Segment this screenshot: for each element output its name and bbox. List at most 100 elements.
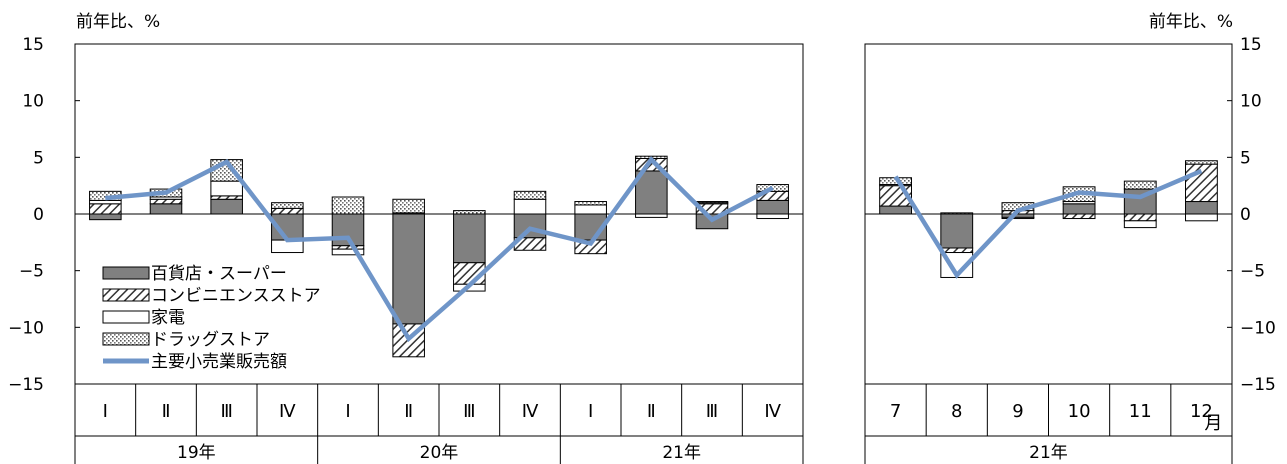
right-x-axis: 7 8 9 10 11 12月 21年: [864, 384, 1233, 464]
monthly-panel: 前年比、% 15 10 5 0 −5 −10 −15 7 8 9 10 11 12月 21年: [864, 12, 1276, 464]
legend-label-electronics: 家電: [151, 308, 185, 328]
left-category-label-6: Ⅲ: [463, 401, 475, 422]
right-category-label-2: 9: [1012, 401, 1023, 422]
right-bar-hatch-1: [940, 247, 974, 254]
left-bar-dots-4: [331, 196, 365, 215]
left-category-label-0: Ⅰ: [103, 401, 108, 422]
left-total-line: [105, 156, 774, 343]
left-ytick-label-2: 5: [33, 148, 44, 168]
left-bar-white-7: [513, 198, 547, 215]
right-ytick-label-4: −5: [1240, 262, 1265, 282]
left-group-label-2: 21年: [662, 443, 701, 463]
left-category-label-8: Ⅰ: [588, 401, 593, 422]
left-bar-dots-3: [271, 202, 304, 209]
right-bar-gray-1: [940, 213, 974, 249]
left-bar-gray-5: [392, 213, 425, 325]
left-bar-gray-1: [149, 203, 183, 215]
left-category-label-2: Ⅲ: [220, 401, 232, 422]
quarterly-panel: 前年比、% 15 10 5 0 −5 −10 −15 Ⅰ Ⅱ Ⅲ Ⅳ Ⅰ Ⅱ Ⅲ Ⅳ Ⅰ Ⅱ Ⅲ Ⅳ 19年 20年 2…: [8, 12, 804, 464]
left-group-label-1: 20年: [420, 443, 459, 463]
legend: 百貨店・スーパー コンビニエンスストア 家電 ドラッグストア 主要小売業販売額: [102, 264, 321, 372]
left-bar-gray-6: [453, 213, 486, 264]
right-bar-hatch-5: [1185, 163, 1218, 203]
right-bar-hatch-3: [1062, 213, 1096, 220]
right-ytick-label-3: 0: [1240, 205, 1251, 225]
left-bar-dots-10: [695, 201, 729, 204]
legend-label-convenience: コンビニエンスストア: [151, 286, 321, 306]
left-bar-dots-7: [513, 190, 547, 200]
right-bars: [879, 160, 1218, 278]
left-ytick-label-6: −15: [8, 375, 44, 395]
left-category-label-7: Ⅳ: [522, 401, 539, 422]
legend-swatch-dept-super: [102, 266, 150, 280]
left-category-label-9: Ⅱ: [647, 401, 656, 422]
right-bar-white-2: [1001, 216, 1035, 220]
left-category-label-5: Ⅱ: [404, 401, 413, 422]
left-bar-gray-2: [210, 198, 243, 215]
right-category-label-3: 10: [1068, 401, 1091, 422]
right-category-label-0: 7: [890, 401, 901, 422]
left-bar-white-9: [635, 213, 668, 218]
left-ytick-label-0: 15: [22, 35, 44, 55]
right-category-label-4: 11: [1129, 401, 1152, 422]
legend-label-drugstore: ドラッグストア: [151, 330, 270, 350]
right-ylabel: 前年比、%: [1149, 12, 1233, 32]
left-bar-white-11: [756, 213, 789, 220]
left-bar-white-4: [331, 248, 365, 256]
right-bar-gray-2: [1001, 213, 1035, 218]
left-bar-gray-0: [89, 213, 122, 221]
left-bar-white-2: [210, 180, 243, 197]
right-bar-white-5: [1185, 213, 1218, 222]
left-bar-hatch-0: [89, 203, 122, 215]
right-category-label-5: 12: [1190, 401, 1213, 422]
right-bar-gray-3: [1062, 203, 1096, 215]
left-category-label-11: Ⅳ: [764, 401, 781, 422]
right-ytick-label-2: 5: [1240, 148, 1251, 168]
right-ytick-label-6: −15: [1240, 375, 1276, 395]
legend-swatch-convenience: [102, 288, 150, 302]
left-group-label-0: 19年: [177, 443, 216, 463]
left-ytick-label-4: −5: [19, 262, 44, 282]
right-bar-dots-1: [940, 212, 974, 215]
left-bar-dots-6: [453, 210, 486, 215]
right-month-suffix: 月: [1204, 413, 1222, 434]
left-category-label-3: Ⅳ: [279, 401, 296, 422]
left-x-axis: Ⅰ Ⅱ Ⅲ Ⅳ Ⅰ Ⅱ Ⅲ Ⅳ Ⅰ Ⅱ Ⅲ Ⅳ 19年 20年 21年: [74, 384, 804, 464]
left-bar-hatch-2: [210, 195, 243, 200]
left-bar-hatch-1: [149, 198, 183, 205]
left-category-label-10: Ⅲ: [706, 401, 718, 422]
right-category-label-1: 8: [951, 401, 962, 422]
legend-label-dept-super: 百貨店・スーパー: [151, 264, 287, 284]
legend-label-total: 主要小売業販売額: [151, 352, 287, 372]
left-total-polyline: [105, 156, 774, 343]
left-ytick-label-5: −10: [8, 318, 44, 338]
right-bar-white-4: [1123, 220, 1157, 229]
left-ytick-label-3: 0: [33, 205, 44, 225]
left-bar-white-0: [89, 199, 122, 205]
left-bar-white-8: [574, 204, 607, 215]
left-category-label-1: Ⅱ: [162, 401, 171, 422]
legend-swatch-electronics: [102, 310, 150, 324]
left-bar-dots-8: [574, 201, 607, 206]
left-bar-hatch-3: [271, 207, 304, 215]
right-ytick-label-5: −10: [1240, 318, 1276, 338]
left-ytick-label-1: 10: [22, 92, 44, 112]
left-bars: [89, 155, 789, 358]
left-category-label-4: Ⅰ: [345, 401, 350, 422]
legend-swatch-drugstore: [102, 332, 150, 346]
left-bar-dots-5: [392, 198, 425, 214]
right-total-line: [893, 168, 1203, 279]
right-bar-dots-4: [1123, 180, 1157, 190]
left-bar-hatch-4: [331, 245, 365, 250]
right-y-axis-ticks: 15 10 5 0 −5 −10 −15: [1227, 35, 1276, 395]
left-bar-gray-11: [756, 199, 789, 215]
right-bar-dots-5: [1185, 160, 1218, 165]
right-bar-gray-0: [879, 205, 912, 215]
right-ytick-label-0: 15: [1240, 35, 1262, 55]
right-group-label-0: 21年: [1029, 443, 1068, 463]
right-bar-hatch-4: [1123, 213, 1157, 222]
right-total-polyline: [893, 168, 1203, 279]
left-y-axis-ticks: 15 10 5 0 −5 −10 −15: [8, 35, 80, 395]
right-bar-gray-5: [1185, 201, 1218, 215]
